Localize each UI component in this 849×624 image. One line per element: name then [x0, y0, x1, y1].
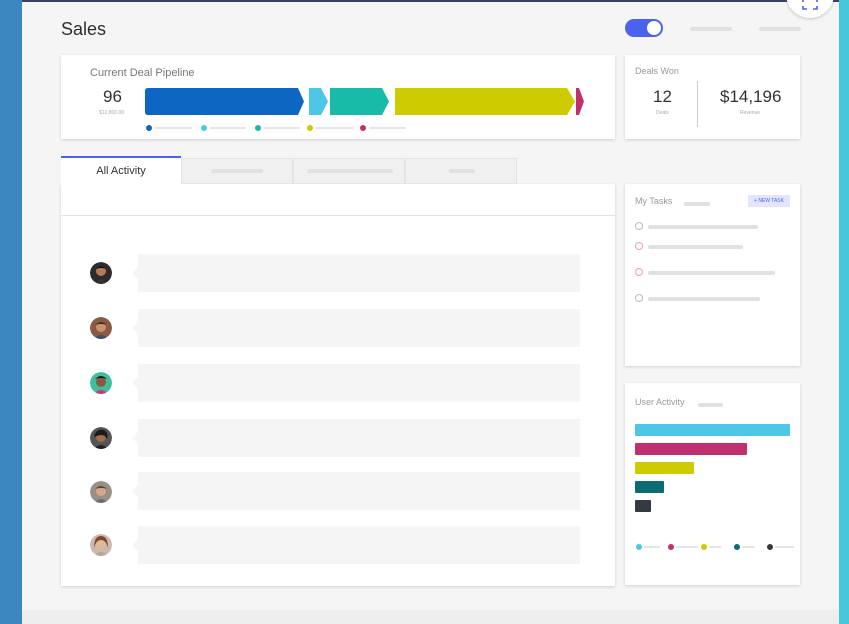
avatar[interactable] — [90, 481, 112, 503]
legend-label-placeholder — [369, 127, 406, 129]
new-task-button[interactable]: + NEW TASK — [748, 195, 790, 207]
pipeline-stage-1[interactable] — [145, 88, 306, 115]
user-activity-subtitle-placeholder — [698, 403, 723, 407]
activity-item[interactable] — [132, 254, 580, 292]
activity-item[interactable] — [132, 419, 580, 457]
legend-dot — [360, 125, 366, 131]
divider — [697, 81, 698, 127]
legend-dot — [255, 125, 261, 131]
tab-placeholder[interactable] — [293, 158, 405, 184]
tasks-title: My Tasks — [635, 196, 673, 206]
legend-dot — [668, 544, 674, 550]
page-title: Sales — [61, 19, 107, 39]
legend-dot — [636, 544, 642, 550]
view-toggle[interactable] — [625, 19, 663, 37]
user-activity-bar[interactable] — [635, 500, 651, 512]
activity-item[interactable] — [132, 309, 580, 347]
avatar[interactable] — [90, 534, 112, 556]
deals-won-title: Deals Won — [635, 66, 679, 76]
legend-dot — [307, 125, 313, 131]
legend-label-placeholder — [709, 546, 721, 548]
legend-dot — [701, 544, 707, 550]
pipeline-stage-3[interactable] — [330, 88, 390, 115]
tab-all-activity[interactable]: All Activity — [61, 156, 181, 185]
user-activity-bar[interactable] — [635, 481, 664, 493]
activity-item[interactable] — [132, 526, 580, 564]
task-label-placeholder — [648, 225, 758, 229]
avatar[interactable] — [90, 262, 112, 284]
header-link-placeholder[interactable] — [690, 27, 732, 31]
task-checkbox[interactable] — [635, 242, 643, 250]
deals-won-count: 12 — [653, 87, 672, 106]
legend-label-placeholder — [155, 127, 192, 129]
left-window-edge — [0, 0, 22, 624]
header-link-placeholder[interactable] — [759, 27, 801, 31]
legend-label-placeholder — [264, 127, 300, 129]
task-label-placeholder — [648, 297, 760, 301]
legend-dot — [734, 544, 740, 550]
tab-placeholder[interactable] — [181, 158, 293, 184]
avatar[interactable] — [90, 427, 112, 449]
user-activity-title: User Activity — [635, 397, 685, 407]
legend-label-placeholder — [742, 546, 755, 548]
bottom-strip — [22, 610, 839, 624]
expand-button[interactable] — [786, 0, 834, 18]
legend-dot — [201, 125, 207, 131]
user-activity-bar[interactable] — [635, 443, 747, 455]
sales-dashboard: Sales Current Deal Pipeline 96 $12,800.0… — [22, 0, 839, 610]
avatar[interactable] — [90, 317, 112, 339]
deals-won-card — [625, 55, 800, 139]
activity-divider — [61, 215, 615, 216]
tasks-subtitle-placeholder — [684, 202, 710, 206]
activity-item[interactable] — [132, 472, 580, 510]
task-checkbox[interactable] — [635, 268, 643, 276]
pipeline-stage-4[interactable] — [395, 88, 576, 115]
legend-label-placeholder — [775, 546, 794, 548]
user-activity-bar[interactable] — [635, 462, 694, 474]
pipeline-stage-2[interactable] — [309, 88, 329, 115]
right-window-edge — [839, 0, 849, 624]
legend-dot — [767, 544, 773, 550]
task-label-placeholder — [648, 245, 743, 249]
activity-item[interactable] — [132, 364, 580, 402]
pipeline-title: Current Deal Pipeline — [90, 67, 195, 79]
task-checkbox[interactable] — [635, 294, 643, 302]
deals-won-count-label: Deals — [656, 110, 669, 116]
task-label-placeholder — [648, 271, 775, 275]
task-checkbox[interactable] — [635, 222, 643, 230]
pipeline-stage-5[interactable] — [576, 88, 585, 115]
legend-label-placeholder — [676, 546, 698, 548]
expand-icon — [802, 0, 818, 10]
pipeline-amount: $12,800.00 — [99, 110, 125, 116]
legend-dot — [146, 125, 152, 131]
avatar[interactable] — [90, 372, 112, 394]
legend-label-placeholder — [210, 127, 246, 129]
top-bar — [22, 0, 839, 2]
legend-label-placeholder — [644, 546, 660, 548]
deals-won-revenue: $14,196 — [720, 87, 782, 106]
pipeline-deal-count: 96 — [103, 87, 122, 106]
toggle-knob — [647, 21, 661, 35]
tasks-card — [625, 184, 800, 366]
tab-placeholder[interactable] — [405, 158, 517, 184]
deals-won-revenue-label: Revenue — [740, 110, 761, 116]
user-activity-bar[interactable] — [635, 424, 790, 436]
legend-label-placeholder — [316, 127, 353, 129]
